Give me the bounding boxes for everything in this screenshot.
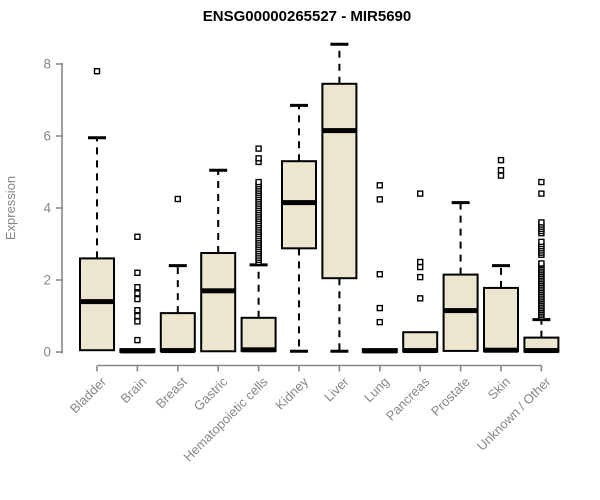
median-bar <box>362 348 397 354</box>
iqr-box <box>240 316 277 352</box>
median-bar <box>403 348 438 354</box>
outlier-point <box>134 336 141 344</box>
box-group-unknown-other <box>523 178 560 354</box>
iqr-box <box>159 312 196 353</box>
outlier-point <box>417 263 424 271</box>
box-group-lung <box>361 182 398 354</box>
outlier-point <box>174 195 182 203</box>
median-bar <box>160 348 195 354</box>
x-axis-category-label: Brain <box>117 374 149 406</box>
outlier-point <box>538 219 545 226</box>
outlier-point <box>497 172 505 179</box>
outlier-point <box>417 258 424 266</box>
x-axis-category-label: Liver <box>321 374 352 405</box>
median-bar <box>241 347 276 353</box>
iqr-box <box>200 252 237 353</box>
x-axis-category-label: Prostate <box>428 374 473 419</box>
outlier-point <box>417 295 424 302</box>
outlier-point <box>134 318 141 325</box>
chart-title: ENSG00000265527 - MIR5690 <box>202 8 412 25</box>
box-group-kidney <box>281 103 317 353</box>
median-bar <box>120 348 155 354</box>
outlier-point <box>497 156 505 164</box>
median-bar <box>201 288 236 294</box>
box-group-liver <box>321 42 358 353</box>
outlier-point <box>376 304 383 312</box>
box-group-gastric <box>200 168 237 353</box>
outlier-point <box>255 178 262 186</box>
x-axis-category-label: Skin <box>485 374 513 402</box>
iqr-box <box>321 82 358 280</box>
outlier-point <box>134 312 141 320</box>
box-group-pancreas <box>402 190 439 354</box>
outlier-point <box>255 145 262 152</box>
y-axis-tick-label: 0 <box>43 345 51 360</box>
x-axis-category-label: Lung <box>361 374 392 405</box>
outlier-point <box>93 67 101 75</box>
y-axis-label: Expression <box>3 176 18 240</box>
outlier-point <box>538 178 545 186</box>
outlier-point <box>376 196 383 203</box>
iqr-box <box>79 257 115 352</box>
median-bar <box>484 347 518 353</box>
outlier-point <box>538 260 545 267</box>
outlier-point <box>134 295 141 303</box>
outlier-point <box>538 190 545 197</box>
outlier-point <box>417 273 424 281</box>
median-bar <box>524 348 559 354</box>
box-group-bladder <box>79 67 115 352</box>
box-group-breast <box>159 195 196 354</box>
outlier-point <box>134 307 141 314</box>
x-axis-category-label: Kidney <box>272 374 311 413</box>
x-axis-category-label: Unknown / Other <box>474 374 554 454</box>
outlier-point <box>376 318 383 326</box>
median-bar <box>80 299 114 305</box>
box-group-brain <box>119 233 156 354</box>
outlier-point <box>134 233 141 241</box>
outlier-point <box>134 284 141 291</box>
outlier-point <box>134 269 141 276</box>
outlier-point <box>134 290 141 297</box>
box-group-skin <box>483 156 519 353</box>
outlier-point <box>497 166 505 174</box>
x-axis-category-label: Bladder <box>67 374 110 417</box>
x-axis-category-label: Pancreas <box>383 374 433 424</box>
median-bar <box>322 128 357 134</box>
median-bar <box>282 200 316 206</box>
iqr-box <box>483 286 519 353</box>
median-bar <box>443 308 478 314</box>
x-axis-category-label: Breast <box>153 374 190 411</box>
outlier-point <box>538 238 545 246</box>
box-group-prostate <box>442 201 479 352</box>
y-axis-tick-label: 4 <box>43 201 51 216</box>
x-axis-category-label: Gastric <box>191 374 231 414</box>
y-axis-tick-label: 6 <box>43 129 51 144</box>
outlier-point <box>417 190 424 197</box>
outlier-point <box>376 271 383 278</box>
y-axis-tick-label: 8 <box>43 57 51 72</box>
outlier-point <box>255 155 262 162</box>
outlier-point <box>376 182 383 189</box>
y-axis-tick-label: 2 <box>43 273 51 288</box>
box-group-hematopoietic-cells <box>240 145 277 353</box>
